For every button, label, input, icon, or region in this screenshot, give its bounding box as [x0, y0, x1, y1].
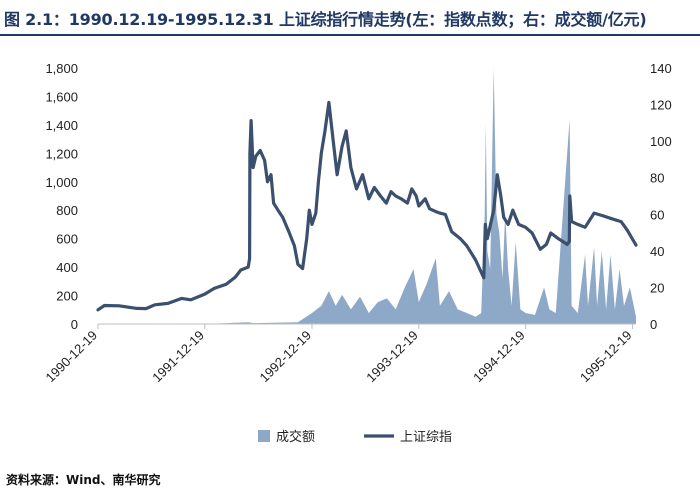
y-right-tick-label: 80: [650, 171, 664, 186]
y-left-tick-label: 1,200: [45, 146, 78, 161]
y-right-tick-label: 120: [650, 98, 672, 113]
x-tick-label: 1995-12-19: [577, 328, 635, 386]
x-tick-label: 1992-12-19: [256, 328, 314, 386]
y-right-tick-label: 20: [650, 280, 664, 295]
volume-area-layer: [98, 68, 636, 324]
volume-area: [98, 68, 636, 324]
y-left-tick-label: 800: [56, 203, 78, 218]
legend-volume-label: 成交额: [276, 429, 315, 445]
index-line: [96, 100, 638, 312]
index-line-layer: [96, 100, 638, 312]
y-left-tick-label: 200: [56, 289, 78, 304]
x-tick-label: 1994-12-19: [470, 327, 528, 385]
y-left-tick-label: 1,000: [45, 175, 78, 190]
y-right-tick-label: 100: [650, 134, 672, 149]
y-left-tick-label: 1,800: [45, 61, 78, 76]
y-left-tick-label: 600: [56, 232, 78, 247]
y-right-tick-label: 40: [650, 244, 664, 259]
y-right-tick-label: 60: [650, 207, 664, 222]
y-left-tick-label: 1,400: [45, 118, 78, 133]
chart: 0 200 400 600 800 1,000 1,200 1,400 1,600 1,800 0 2…: [42, 61, 672, 445]
legend: 成交额 上证综指: [258, 429, 452, 445]
y-right-tick-label: 0: [650, 317, 657, 332]
y-right-tick-label: 140: [650, 61, 672, 76]
legend-index-label: 上证综指: [400, 430, 452, 445]
legend-volume-swatch: [258, 430, 270, 442]
title-bar: 图 2.1：1990.12.19-1995.12.31 上证综指行情走势(左：指…: [0, 0, 700, 36]
source-note: 资料来源：Wind、南华研究: [6, 473, 161, 487]
y-left-tick-label: 1,600: [45, 89, 78, 104]
y-left-tick-label: 0: [71, 317, 78, 332]
chart-title: 图 2.1：1990.12.19-1995.12.31 上证综指行情走势(左：指…: [4, 10, 647, 29]
x-tick-label: 1991-12-19: [149, 327, 207, 385]
x-tick-label: 1993-12-19: [363, 328, 421, 386]
y-left-tick-label: 400: [56, 260, 78, 275]
x-tick-label: 1990-12-19: [42, 328, 100, 386]
